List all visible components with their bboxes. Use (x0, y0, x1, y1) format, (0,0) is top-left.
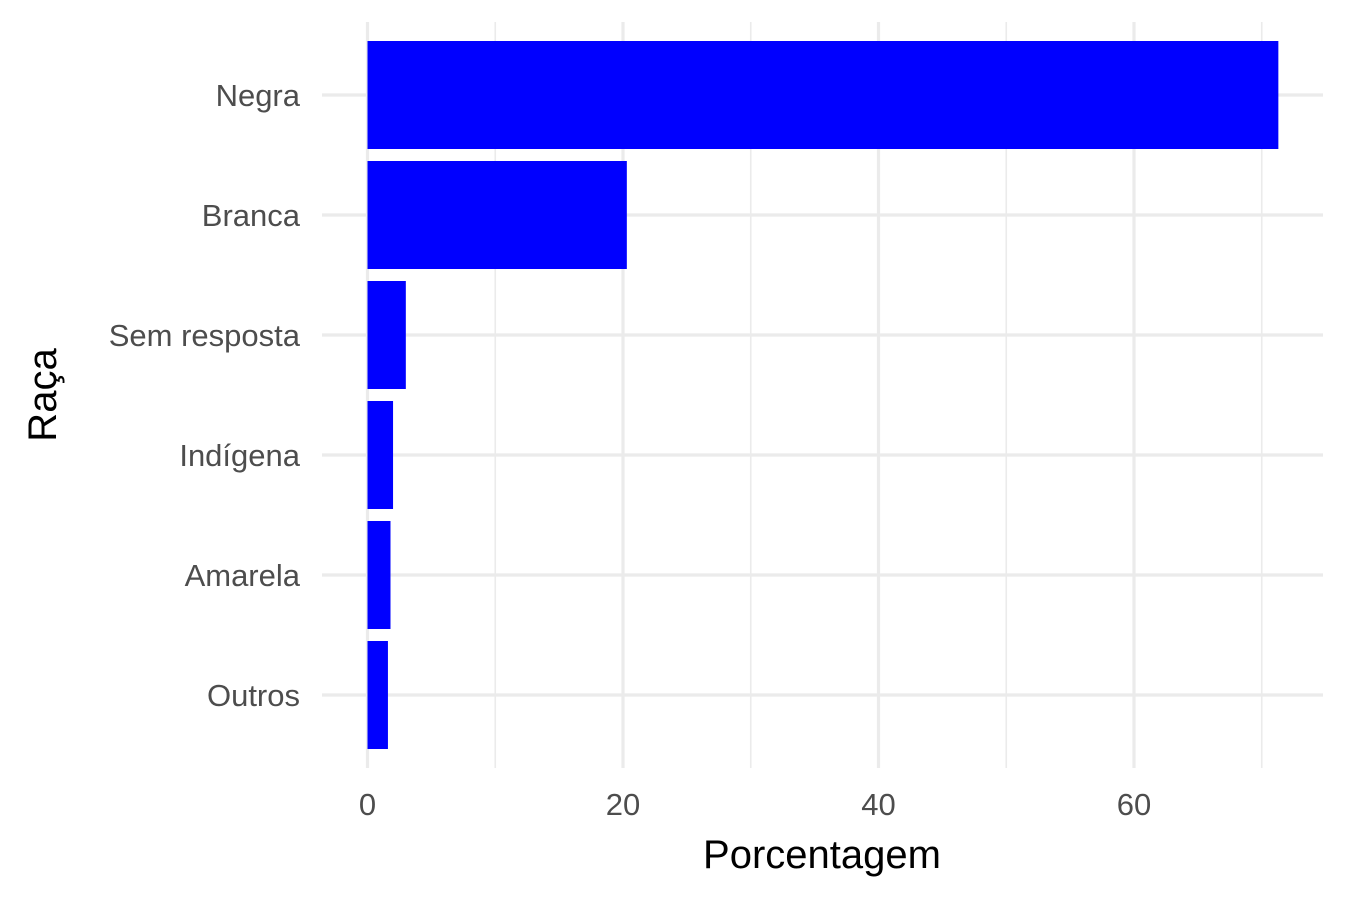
x-axis-ticks: 0 20 40 60 (359, 787, 1151, 822)
x-tick-label: 20 (606, 787, 640, 822)
y-axis-title: Raça (21, 348, 65, 442)
x-tick-label: 60 (1117, 787, 1151, 822)
bar-branca (367, 161, 627, 269)
x-tick-label: 0 (359, 787, 376, 822)
y-tick-label: Negra (216, 78, 301, 113)
bars (367, 41, 1279, 749)
bar-negra (367, 41, 1279, 149)
y-axis-ticks: Negra Branca Sem resposta Indígena Amarela Ou… (109, 78, 301, 713)
x-axis-title: Porcentagem (703, 833, 941, 877)
y-tick-label: Sem resposta (109, 318, 301, 353)
bar-amarela (367, 521, 391, 629)
y-tick-label: Indígena (179, 438, 300, 473)
bar-sem-resposta (367, 281, 406, 389)
x-tick-label: 40 (861, 787, 895, 822)
bar-indígena (367, 401, 394, 509)
y-tick-label: Outros (207, 678, 300, 713)
y-tick-label: Amarela (185, 558, 301, 593)
bar-outros (367, 641, 388, 749)
y-tick-label: Branca (202, 198, 301, 233)
